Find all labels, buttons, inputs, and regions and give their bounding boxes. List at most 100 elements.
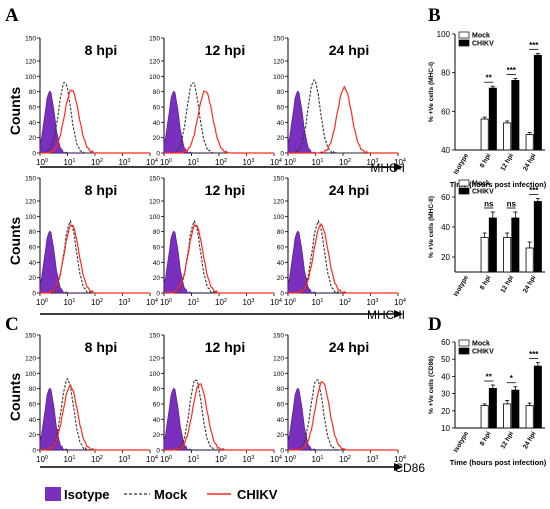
bar-legend-swatch [458, 339, 470, 347]
histogram-panel: 0 20 40 60 80 100 120 150 100 101 102 103 104 8 hpi [25, 333, 158, 465]
histogram-y-tick-label: 40 [153, 260, 161, 267]
histogram-x-tick-label: 100 [36, 298, 48, 307]
histogram-x-tick-label: 104 [270, 158, 282, 167]
histogram-y-tick-label: 40 [29, 120, 37, 127]
bar-legend-label: Mock [472, 341, 490, 348]
histogram-y-tick-label: 80 [277, 229, 285, 236]
bar-legend-swatch [458, 179, 470, 187]
histogram-time-label: 12 hpi [205, 42, 245, 58]
histogram-y-tick-label: 150 [149, 333, 160, 340]
histogram-y-tick-label: 80 [153, 89, 161, 96]
histogram-y-tick-label: 150 [149, 176, 160, 183]
chikv-histogram [288, 85, 398, 154]
histogram-x-tick-label: 101 [312, 298, 324, 307]
mock-bar [480, 405, 489, 429]
histogram-y-tick-label: 0 [156, 448, 160, 455]
histogram-x-tick-label: 103 [367, 158, 379, 167]
bar-legend-swatch [458, 31, 470, 39]
histogram-panels: 0 20 40 60 80 100 120 150 100 101 102 103 104 8 hpi 0 2… [25, 36, 425, 476]
histogram-x-tick-label: 100 [160, 158, 172, 167]
histogram-y-tick-label: 40 [277, 417, 285, 424]
histogram-x-tick-label: 100 [284, 455, 296, 464]
marker-label-mhc1: MHC-I [370, 161, 405, 175]
mock-histogram [288, 79, 398, 154]
histogram-x-tick-label: 104 [394, 298, 406, 307]
histogram-x-tick-label: 102 [215, 455, 227, 464]
histogram-panel: 0 20 40 60 80 100 120 150 100 101 102 103 104 8 hpi [25, 36, 158, 168]
histogram-x-tick-label: 104 [146, 298, 158, 307]
bar-category-label: Isotype [453, 152, 471, 176]
chikv-histogram [288, 222, 398, 294]
histogram-x-tick-label: 102 [215, 158, 227, 167]
histogram-x-tick-label: 103 [119, 455, 131, 464]
histogram-y-tick-label: 100 [149, 74, 160, 81]
histogram-y-tick-label: 120 [273, 199, 284, 206]
histogram-x-tick-label: 103 [119, 298, 131, 307]
bar-y-axis-label: % +Ve cells (CD86) [428, 356, 435, 414]
histogram-y-tick-label: 100 [25, 214, 36, 221]
histogram-y-tick-label: 120 [25, 199, 36, 206]
histogram-y-tick-label: 100 [273, 371, 284, 378]
significance-marker: ** [486, 373, 493, 382]
histogram-y-tick-label: 40 [277, 120, 285, 127]
histogram-y-tick-label: 150 [149, 36, 160, 43]
histogram-x-tick-label: 102 [339, 298, 351, 307]
bar-y-tick-label: 60 [441, 338, 450, 347]
bar-category-label: 24 hpi [522, 274, 538, 294]
histogram-x-tick-label: 100 [160, 298, 172, 307]
histogram-x-tick-label: 103 [243, 455, 255, 464]
bar-category-label: 8 hpi [479, 152, 493, 169]
bar-legend-label: Mock [472, 33, 490, 40]
counts-label-row2: Counts [7, 217, 23, 265]
histogram-x-tick-label: 104 [146, 455, 158, 464]
histogram-x-tick-label: 101 [188, 298, 200, 307]
histogram-y-tick-label: 60 [29, 245, 37, 252]
bar-legend-label: CHIKV [472, 349, 494, 356]
bar-category-label: 24 hpi [522, 152, 538, 172]
histogram-y-tick-label: 80 [29, 229, 37, 236]
histogram-y-tick-label: 20 [29, 135, 37, 142]
histogram-y-tick-label: 80 [153, 386, 161, 393]
histogram-x-tick-label: 100 [36, 455, 48, 464]
marker-label-cd86: CD86 [394, 461, 425, 475]
chikv-bar [488, 217, 497, 273]
histogram-y-tick-label: 60 [153, 245, 161, 252]
histogram-time-label: 8 hpi [85, 182, 118, 198]
chikv-histogram [288, 381, 398, 451]
bar-category-label: Isotype [453, 430, 471, 454]
isotype-histogram [163, 230, 274, 294]
histogram-y-tick-label: 150 [25, 333, 36, 340]
mock-bar [525, 134, 534, 151]
legend-chikv-label: CHIKV [237, 487, 278, 502]
histogram-x-tick-label: 101 [188, 158, 200, 167]
histogram-x-tick-label: 100 [36, 158, 48, 167]
chikv-bar [533, 54, 542, 151]
histogram-y-tick-label: 40 [277, 260, 285, 267]
chikv-histogram [40, 383, 150, 451]
histogram-x-tick-label: 104 [270, 455, 282, 464]
histogram-panel: 0 20 40 60 80 100 120 150 100 101 102 103 104 12 hpi [149, 176, 282, 308]
histogram-y-tick-label: 0 [156, 151, 160, 158]
histogram-y-tick-label: 120 [25, 356, 36, 363]
histogram-x-tick-label: 102 [91, 158, 103, 167]
histogram-y-tick-label: 40 [29, 417, 37, 424]
histogram-y-tick-label: 20 [29, 275, 37, 282]
bar-category-label: 8 hpi [479, 274, 493, 291]
histogram-x-tick-label: 104 [394, 455, 406, 464]
isotype-histogram [39, 230, 150, 294]
histogram-y-tick-label: 60 [29, 105, 37, 112]
chikv-bar [511, 389, 520, 429]
bar-legend-label: Mock [472, 181, 490, 188]
histogram-x-tick-label: 101 [188, 455, 200, 464]
histogram-y-tick-label: 40 [153, 417, 161, 424]
histogram-y-tick-label: 150 [25, 176, 36, 183]
chikv-histogram [164, 383, 274, 451]
histogram-y-tick-label: 120 [149, 199, 160, 206]
histogram-y-tick-label: 60 [277, 105, 285, 112]
histogram-y-tick-label: 100 [273, 214, 284, 221]
histogram-x-tick-label: 101 [64, 455, 76, 464]
bar-category-label: 12 hpi [500, 430, 516, 450]
histogram-y-tick-label: 100 [25, 74, 36, 81]
counts-label-row1: Counts [7, 87, 23, 135]
